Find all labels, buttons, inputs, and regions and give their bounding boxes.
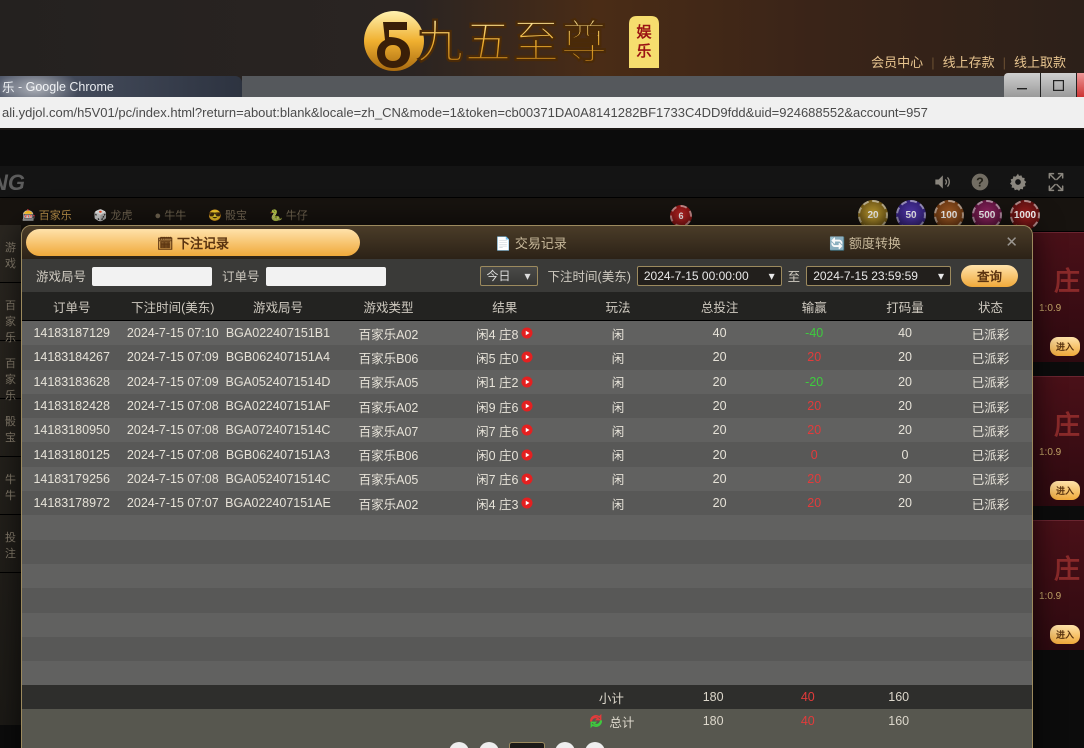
svg-text:九五至尊: 九五至尊 <box>417 16 609 68</box>
svg-text:乐: 乐 <box>636 42 651 60</box>
svg-text:?: ? <box>976 176 984 190</box>
svg-text:娱: 娱 <box>636 23 652 41</box>
